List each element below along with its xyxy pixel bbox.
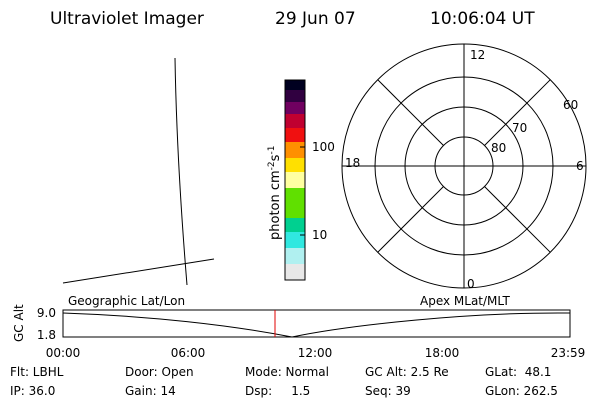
alt-tick: 1.8 — [37, 328, 56, 342]
time-tick: 06:00 — [171, 346, 206, 360]
alt-tick: 9.0 — [37, 306, 56, 320]
lat-label: 70 — [512, 121, 527, 135]
map — [62, 57, 215, 286]
diag — [484, 79, 551, 146]
strip-left-label: Geographic Lat/Lon — [68, 294, 185, 308]
alt-curve — [62, 312, 571, 338]
mlt-label: 18 — [345, 156, 360, 170]
info-item: Mode: Normal — [245, 365, 329, 379]
mlt-label: 12 — [470, 48, 485, 62]
info-panel: Flt: LBHL Door: Open Mode: Normal GC Alt: 2… — [10, 365, 558, 398]
color-seg — [285, 248, 305, 264]
strip-frame — [62, 309, 571, 338]
time-tick: 23:59 — [551, 346, 586, 360]
diag — [377, 79, 444, 146]
info-item: GLat: 48.1 — [485, 365, 551, 379]
mlt-label: 0 — [467, 277, 475, 291]
info-item: Dsp: 1.5 — [245, 384, 310, 398]
map-curve — [174, 57, 188, 286]
color-seg — [285, 114, 305, 128]
info-item: IP: 36.0 — [10, 384, 55, 398]
info-item: Seq: 39 — [365, 384, 411, 398]
color-seg — [285, 188, 305, 218]
color-seg — [285, 172, 305, 188]
colorbar: 100 10 photon cm-2s-1 — [267, 79, 335, 281]
time-tick: 12:00 — [298, 346, 333, 360]
colorbar-frame — [284, 79, 306, 281]
cb-mid: s — [268, 154, 283, 161]
instrument: Ultraviolet Imager — [50, 9, 204, 29]
lat-label: 60 — [563, 98, 578, 112]
cb-exp2: -1 — [267, 146, 277, 155]
info-item: Flt: LBHL — [10, 365, 64, 379]
cb-unit: photon cm-2s-1 — [267, 146, 283, 240]
date: 29 Jun 07 — [275, 9, 356, 29]
color-seg — [285, 90, 305, 102]
color-seg — [285, 128, 305, 142]
info-item: Door: Open — [125, 365, 194, 379]
color-seg — [285, 158, 305, 172]
strip-right-label: Apex MLat/MLT — [420, 294, 510, 308]
color-seg — [285, 80, 305, 90]
color-seg — [285, 264, 305, 280]
info-item: Gain: 14 — [125, 384, 176, 398]
time: 10:06:04 UT — [430, 9, 535, 29]
time-tick: 18:00 — [425, 346, 460, 360]
diag — [377, 186, 444, 253]
cb-tick-label: 100 — [312, 140, 335, 154]
color-seg — [285, 102, 305, 114]
orbit-strip: Geographic Lat/Lon Apex MLat/MLT 9.0 1.8… — [12, 294, 585, 360]
cb-tick-label: 10 — [312, 228, 327, 242]
color-seg — [285, 232, 305, 248]
polar-plot: 12 6 0 18 60 70 80 — [341, 43, 587, 291]
alt-label: GC Alt — [12, 304, 26, 342]
mlt-label: 6 — [576, 159, 584, 173]
cb-exp1: -2 — [267, 161, 277, 170]
info-item: GC Alt: 2.5 Re — [365, 365, 449, 379]
info-item: GLon: 262.5 — [485, 384, 558, 398]
color-seg — [285, 142, 305, 158]
time-tick: 00:00 — [46, 346, 81, 360]
cb-unit-base: photon cm — [268, 170, 283, 240]
color-seg — [285, 218, 305, 232]
map-line — [62, 258, 215, 284]
lat-label: 80 — [491, 141, 506, 155]
diag — [484, 186, 551, 253]
